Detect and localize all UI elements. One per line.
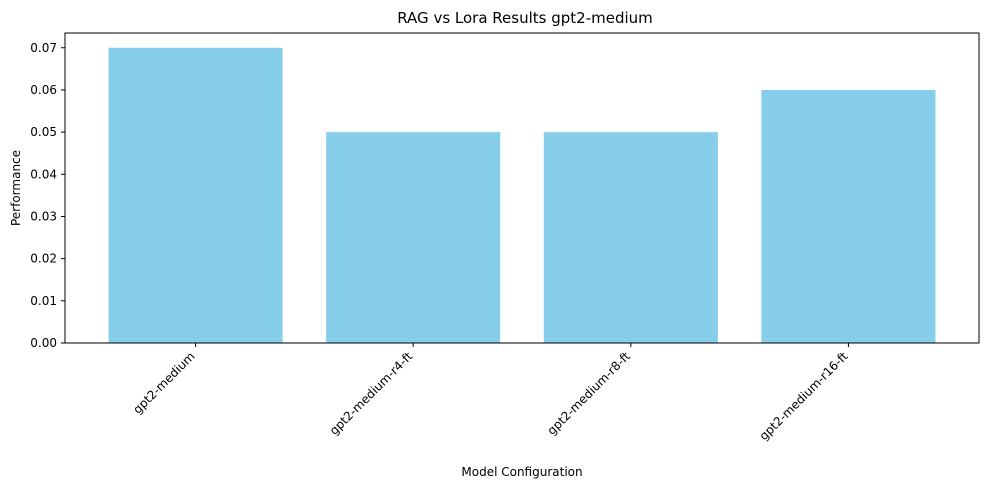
bar-gpt2-medium-r4-ft xyxy=(326,132,501,343)
y-axis: 0.00 0.01 0.02 0.03 0.04 0.05 0.06 0.07 xyxy=(30,41,65,350)
plot-frame xyxy=(64,32,980,344)
x-axis: gpt2-medium gpt2-medium-r4-ft gpt2-medium-… xyxy=(130,343,851,443)
y-tick-label: 0.00 xyxy=(30,336,57,350)
x-tick-label: gpt2-medium xyxy=(130,349,197,416)
chart-title: RAG vs Lora Results gpt2-medium xyxy=(397,9,653,27)
y-axis-label: Performance xyxy=(9,150,23,226)
bar-gpt2-medium-r8-ft xyxy=(543,132,718,343)
bar-gpt2-medium xyxy=(108,47,283,344)
x-tick-label: gpt2-medium-r16-ft xyxy=(757,349,851,443)
y-tick-label: 0.07 xyxy=(30,41,57,55)
x-axis-label: Model Configuration xyxy=(461,465,582,479)
bar-group xyxy=(108,47,936,344)
y-tick-label: 0.02 xyxy=(30,252,57,266)
y-tick-label: 0.04 xyxy=(30,167,57,181)
y-tick-label: 0.01 xyxy=(30,294,57,308)
x-tick-label: gpt2-medium-r8-ft xyxy=(544,349,633,438)
y-tick-label: 0.03 xyxy=(30,209,57,223)
x-tick-label: gpt2-medium-r4-ft xyxy=(327,349,416,438)
bar-gpt2-medium-r16-ft xyxy=(761,89,936,343)
y-tick-label: 0.05 xyxy=(30,125,57,139)
y-tick-label: 0.06 xyxy=(30,83,57,97)
